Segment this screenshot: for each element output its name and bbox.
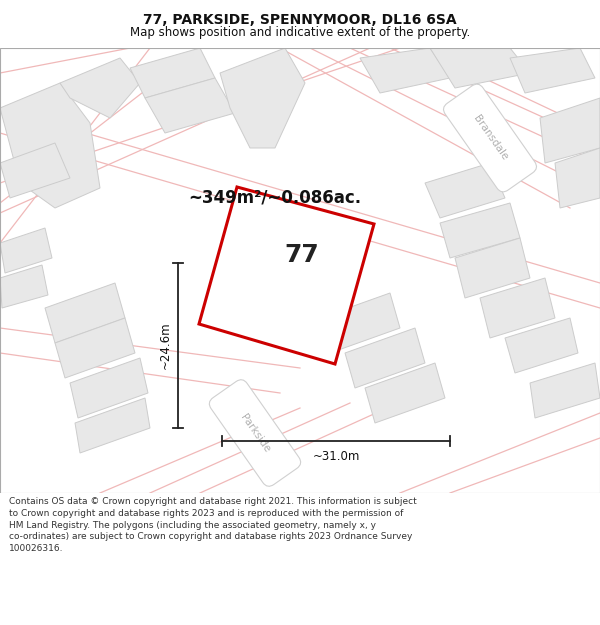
Text: Contains OS data © Crown copyright and database right 2021. This information is : Contains OS data © Crown copyright and d…	[9, 497, 417, 553]
Polygon shape	[320, 293, 400, 353]
Polygon shape	[199, 187, 374, 364]
Polygon shape	[0, 143, 70, 198]
Polygon shape	[510, 48, 595, 93]
FancyBboxPatch shape	[209, 379, 301, 486]
Polygon shape	[530, 363, 600, 418]
Polygon shape	[440, 203, 520, 258]
Polygon shape	[345, 328, 425, 388]
Polygon shape	[455, 238, 530, 298]
Polygon shape	[55, 318, 135, 378]
Polygon shape	[145, 78, 235, 133]
Polygon shape	[70, 358, 148, 418]
FancyBboxPatch shape	[443, 84, 536, 192]
Polygon shape	[480, 278, 555, 338]
Polygon shape	[45, 283, 125, 343]
Polygon shape	[360, 48, 450, 93]
Polygon shape	[425, 163, 505, 218]
Polygon shape	[0, 83, 100, 208]
Polygon shape	[430, 48, 530, 88]
Polygon shape	[215, 213, 340, 318]
Polygon shape	[220, 48, 305, 148]
Polygon shape	[505, 318, 578, 373]
Text: ~31.0m: ~31.0m	[313, 451, 359, 464]
Polygon shape	[0, 228, 52, 273]
Text: 77, PARKSIDE, SPENNYMOOR, DL16 6SA: 77, PARKSIDE, SPENNYMOOR, DL16 6SA	[143, 14, 457, 28]
Text: ~24.6m: ~24.6m	[158, 322, 172, 369]
Polygon shape	[0, 265, 48, 308]
Text: ~349m²/~0.086ac.: ~349m²/~0.086ac.	[188, 189, 362, 207]
Text: Map shows position and indicative extent of the property.: Map shows position and indicative extent…	[130, 26, 470, 39]
Polygon shape	[130, 48, 215, 98]
Text: Parkside: Parkside	[238, 412, 272, 454]
Text: 77: 77	[284, 242, 319, 267]
Polygon shape	[75, 398, 150, 453]
Polygon shape	[365, 363, 445, 423]
Polygon shape	[555, 148, 600, 208]
Text: Bransdale: Bransdale	[471, 114, 509, 162]
Polygon shape	[60, 58, 140, 118]
Polygon shape	[540, 98, 600, 163]
